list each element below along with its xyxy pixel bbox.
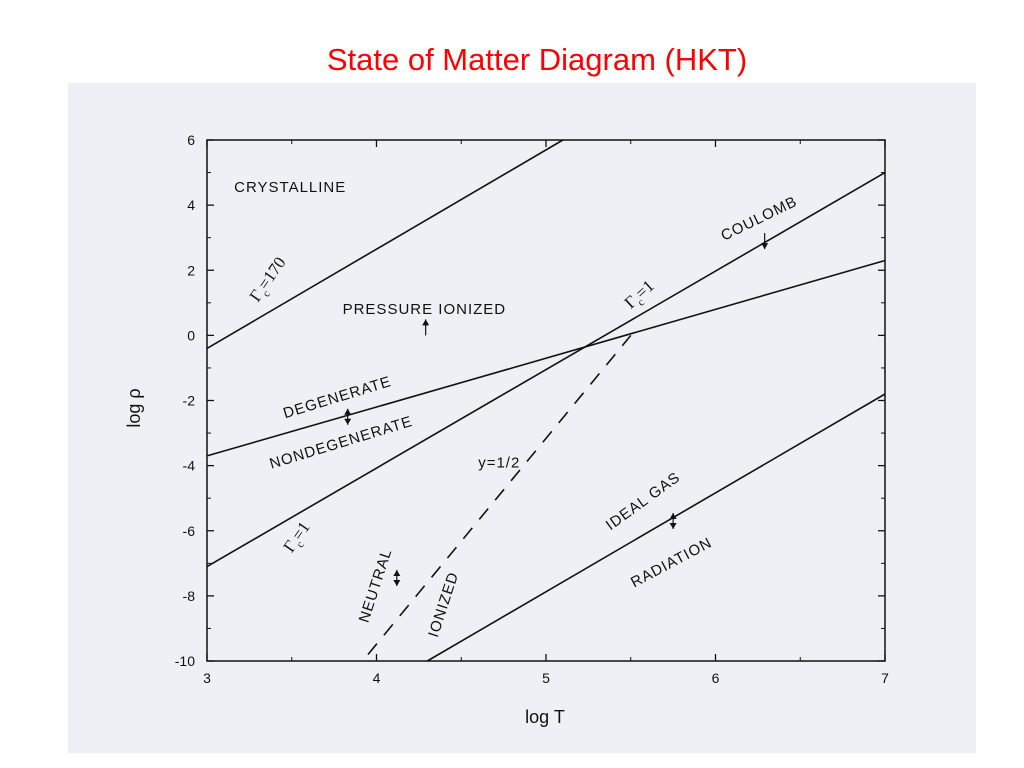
annotation-nondegenerate: NONDEGENERATE bbox=[268, 413, 415, 473]
y-tick-label: 0 bbox=[187, 327, 195, 343]
series-line bbox=[426, 393, 886, 662]
annotation-crystalline: CRYSTALLINE bbox=[234, 179, 346, 196]
arrow-head bbox=[393, 579, 401, 586]
arrow-head bbox=[761, 243, 769, 250]
y-tick-label: -4 bbox=[183, 458, 196, 474]
y-tick-label: 4 bbox=[187, 197, 195, 213]
y-axis-title: log ρ bbox=[124, 388, 144, 427]
y-tick-label: -10 bbox=[175, 653, 195, 669]
slide-title: State of Matter Diagram (HKT) bbox=[326, 42, 748, 77]
y-tick-label: 2 bbox=[187, 262, 195, 278]
annotation-neutral: NEUTRAL bbox=[356, 546, 396, 624]
label-layer: 3 4 5 6 7 -10 -8 -6 -4 -2 0 2 4 6 CRYSTALLINE Γc=170 PRE… bbox=[175, 132, 889, 686]
x-tick-label: 4 bbox=[373, 670, 381, 686]
plot-layer bbox=[206, 139, 886, 662]
annotation-gamma1-lower: Γc=1 bbox=[279, 518, 317, 558]
x-tick-label: 6 bbox=[712, 670, 720, 686]
annotation-y-half: y=1/2 bbox=[478, 454, 520, 471]
x-tick-label: 3 bbox=[203, 670, 211, 686]
series-line bbox=[367, 334, 632, 656]
annotation-radiation: RADIATION bbox=[628, 534, 715, 591]
x-tick-label: 7 bbox=[881, 670, 889, 686]
y-tick-label: 6 bbox=[187, 132, 195, 148]
annotation-ionized: IONIZED bbox=[425, 570, 462, 640]
annotation-gamma1-upper: Γc=1 bbox=[621, 276, 661, 315]
series-line bbox=[206, 139, 564, 350]
scanned-figure bbox=[68, 83, 976, 753]
annotation-pressure: PRESSURE IONIZED bbox=[343, 301, 507, 318]
arrow-head bbox=[344, 408, 352, 415]
y-tick-label: -8 bbox=[183, 588, 196, 604]
arrow-head bbox=[344, 418, 352, 425]
annotation-coulomb: COULOMB bbox=[718, 193, 800, 245]
arrow-head bbox=[669, 512, 677, 519]
x-tick-label: 5 bbox=[542, 670, 550, 686]
annotation-gamma170: Γc=170 bbox=[246, 253, 293, 307]
annotation-degenerate: DEGENERATE bbox=[281, 373, 393, 422]
series-line bbox=[206, 171, 886, 568]
x-axis-title: log T bbox=[525, 707, 565, 727]
arrow-head bbox=[669, 522, 677, 529]
y-tick-label: -2 bbox=[183, 393, 196, 409]
arrow-head bbox=[393, 569, 401, 576]
series-line bbox=[206, 259, 886, 457]
y-tick-label: -6 bbox=[183, 523, 196, 539]
arrow-head bbox=[422, 319, 430, 326]
